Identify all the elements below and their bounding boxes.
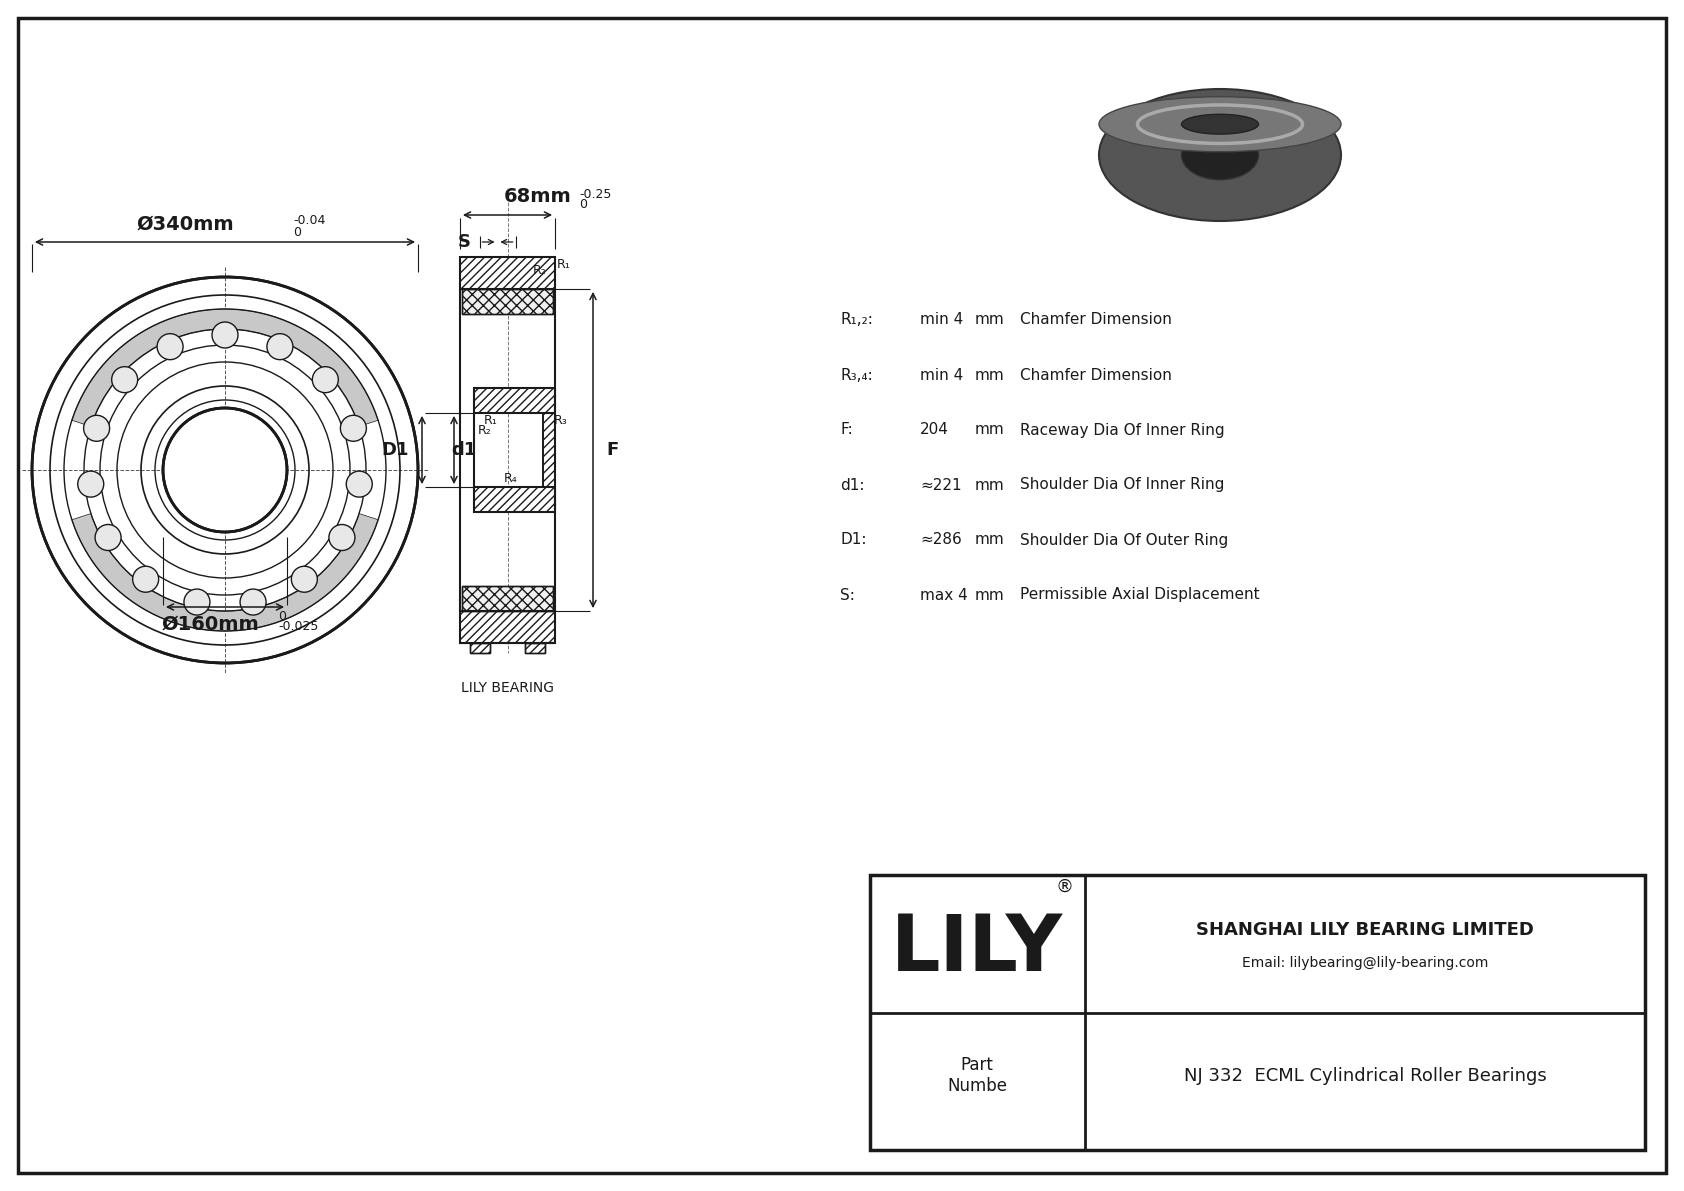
Text: LILY BEARING: LILY BEARING (461, 681, 554, 696)
Bar (460, 611, 556, 643)
Text: mm: mm (975, 368, 1005, 382)
Text: -0.04: -0.04 (293, 214, 325, 227)
Bar (461, 586, 552, 611)
Text: F: F (606, 441, 620, 459)
Circle shape (84, 416, 109, 442)
Text: R₂: R₂ (478, 424, 492, 437)
Text: Chamfer Dimension: Chamfer Dimension (1021, 368, 1172, 382)
Text: NJ 332  ECML Cylindrical Roller Bearings: NJ 332 ECML Cylindrical Roller Bearings (1184, 1067, 1546, 1085)
Text: SHANGHAI LILY BEARING LIMITED: SHANGHAI LILY BEARING LIMITED (1196, 921, 1534, 939)
Ellipse shape (1182, 130, 1258, 180)
Circle shape (133, 566, 158, 592)
Text: ≈221: ≈221 (919, 478, 962, 493)
Polygon shape (72, 308, 379, 426)
Text: Ø340mm: Ø340mm (136, 214, 234, 233)
Bar (473, 388, 556, 413)
Text: min 4: min 4 (919, 368, 963, 382)
Text: Permissible Axial Displacement: Permissible Axial Displacement (1021, 587, 1260, 603)
Polygon shape (72, 513, 379, 631)
Circle shape (77, 472, 104, 497)
Text: mm: mm (975, 423, 1005, 437)
Circle shape (291, 566, 317, 592)
Text: D1: D1 (381, 441, 409, 459)
Text: R₄: R₄ (504, 473, 517, 486)
Text: R₁: R₁ (557, 257, 571, 270)
Circle shape (184, 590, 210, 615)
Text: F:: F: (840, 423, 852, 437)
Bar (542, 413, 556, 487)
Text: mm: mm (975, 587, 1005, 603)
Text: mm: mm (975, 532, 1005, 548)
Circle shape (347, 472, 372, 497)
Circle shape (241, 590, 266, 615)
Bar (525, 643, 546, 653)
Text: ≈286: ≈286 (919, 532, 962, 548)
Text: 0: 0 (579, 199, 588, 212)
Circle shape (328, 524, 355, 550)
Text: 0: 0 (293, 225, 301, 238)
Text: 68mm: 68mm (504, 187, 571, 206)
Bar (470, 643, 490, 653)
Bar (525, 643, 546, 653)
Text: Email: lilybearing@lily-bearing.com: Email: lilybearing@lily-bearing.com (1241, 956, 1489, 969)
Text: min 4: min 4 (919, 312, 963, 328)
Text: Raceway Dia Of Inner Ring: Raceway Dia Of Inner Ring (1021, 423, 1224, 437)
Text: mm: mm (975, 478, 1005, 493)
Text: S: S (458, 233, 472, 251)
Text: mm: mm (975, 312, 1005, 328)
Text: R₁: R₁ (483, 414, 498, 428)
Text: ®: ® (1056, 878, 1074, 896)
Text: d1: d1 (451, 441, 477, 459)
Text: 204: 204 (919, 423, 948, 437)
Text: -0.025: -0.025 (278, 621, 318, 634)
Circle shape (312, 367, 338, 393)
Text: Ø160mm: Ø160mm (162, 615, 259, 634)
Bar (470, 643, 490, 653)
Text: R₁,₂:: R₁,₂: (840, 312, 872, 328)
Ellipse shape (1100, 89, 1340, 222)
Circle shape (163, 409, 286, 532)
Text: Shoulder Dia Of Inner Ring: Shoulder Dia Of Inner Ring (1021, 478, 1224, 493)
Bar (461, 586, 552, 611)
Circle shape (157, 333, 184, 360)
Text: R₂: R₂ (534, 264, 547, 278)
Circle shape (94, 524, 121, 550)
Bar (460, 611, 556, 643)
Circle shape (111, 367, 138, 393)
Bar (473, 487, 556, 512)
Circle shape (32, 278, 418, 663)
Ellipse shape (1100, 96, 1340, 151)
Text: S:: S: (840, 587, 855, 603)
Text: R₃,₄:: R₃,₄: (840, 368, 872, 382)
Text: d1:: d1: (840, 478, 864, 493)
Text: Part
Numbe: Part Numbe (946, 1056, 1007, 1096)
Ellipse shape (1182, 114, 1258, 135)
Bar (542, 413, 556, 487)
Bar (473, 388, 556, 413)
Text: 0: 0 (278, 610, 286, 623)
Text: R₃: R₃ (554, 414, 568, 428)
Circle shape (340, 416, 367, 442)
Text: Shoulder Dia Of Outer Ring: Shoulder Dia Of Outer Ring (1021, 532, 1228, 548)
Text: -0.25: -0.25 (579, 187, 611, 200)
Bar (473, 487, 556, 512)
Bar (461, 289, 552, 314)
Bar (460, 257, 556, 289)
Text: LILY: LILY (891, 911, 1063, 987)
Bar (871, 875, 1645, 1151)
Text: Chamfer Dimension: Chamfer Dimension (1021, 312, 1172, 328)
Circle shape (212, 322, 237, 348)
Text: D1:: D1: (840, 532, 867, 548)
Circle shape (266, 333, 293, 360)
Bar (460, 257, 556, 289)
Bar (461, 289, 552, 314)
Text: max 4: max 4 (919, 587, 968, 603)
